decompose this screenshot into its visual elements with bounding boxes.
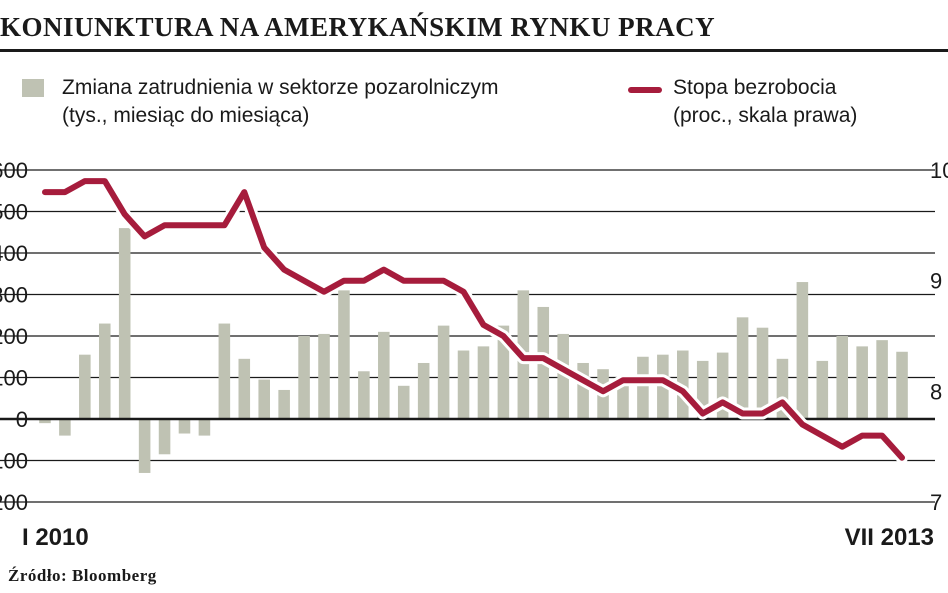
right-axis-ticks: 10 9 8 7: [930, 158, 948, 515]
bar: [218, 323, 231, 419]
legend-line-label: Stopa bezrobocia (proc., skala prawa): [673, 74, 857, 130]
legend-bars-label: Zmiana zatrudnienia w sektorze pozarolni…: [62, 74, 499, 130]
left-tick-label: 500: [0, 200, 28, 225]
bar: [397, 385, 410, 419]
bar: [776, 358, 789, 419]
bar: [497, 325, 510, 419]
legend-line-line1: Stopa bezrobocia: [673, 76, 837, 99]
bar: [637, 356, 649, 419]
left-tick-label: -100: [0, 449, 28, 474]
bar: [577, 362, 589, 419]
bar: [378, 331, 390, 419]
bar: [716, 352, 729, 419]
bar: [178, 419, 191, 434]
bar: [198, 419, 211, 436]
bar: [39, 419, 51, 424]
bar: [796, 282, 809, 419]
bar: [318, 333, 330, 419]
left-tick-label: 200: [0, 324, 28, 349]
bar: [358, 371, 370, 419]
bar: [158, 419, 171, 455]
left-tick-label: 100: [0, 366, 28, 391]
bar: [896, 351, 908, 419]
bar: [477, 346, 490, 419]
chart-plot: -200 -100 0 100 200 300 400 500 600 10 9 8 7: [0, 158, 948, 515]
bar: [816, 360, 829, 419]
legend-bars-line2: (tys., miesiąc do miesiąca): [62, 104, 310, 127]
unemployment-line: [42, 178, 905, 461]
bar: [876, 340, 888, 419]
bar: [417, 362, 430, 419]
bar: [238, 358, 251, 419]
left-tick-label: 600: [0, 158, 28, 183]
bar: [59, 419, 71, 436]
legend-line-swatch: [628, 87, 662, 93]
bar: [756, 327, 769, 419]
bar: [696, 360, 709, 419]
bar: [278, 389, 290, 419]
line-series: [39, 175, 908, 464]
left-tick-label: -200: [0, 490, 28, 515]
bar: [856, 346, 868, 419]
x-axis-end-label: VII 2013: [844, 524, 934, 551]
x-axis-start-label: I 2010: [22, 524, 89, 551]
bar: [457, 350, 470, 419]
left-tick-label: 300: [0, 283, 28, 308]
legend-line-line2: (proc., skala prawa): [673, 104, 858, 127]
bar: [298, 336, 310, 419]
bar: [836, 336, 849, 419]
left-tick-label: 400: [0, 241, 28, 266]
legend-bars-swatch: [22, 79, 44, 97]
bar-series: [39, 228, 908, 473]
left-tick-label: 0: [16, 407, 28, 432]
bar: [118, 228, 131, 419]
left-axis-ticks: -200 -100 0 100 200 300 400 500 600: [0, 158, 28, 515]
bar: [437, 325, 450, 419]
bar: [258, 379, 270, 419]
chart-title: KONIUNKTURA NA AMERYKAŃSKIM RYNKU PRACY: [0, 12, 716, 42]
bar: [557, 333, 569, 419]
right-tick-label: 7: [930, 490, 942, 515]
right-tick-label: 10: [930, 158, 948, 183]
bar: [736, 317, 749, 419]
bar: [138, 419, 151, 473]
right-tick-label: 9: [930, 269, 942, 294]
bar: [79, 354, 91, 419]
right-tick-label: 8: [930, 379, 942, 404]
bar: [338, 290, 350, 419]
source-note: Źródło: Bloomberg: [8, 566, 157, 585]
bar: [98, 323, 111, 419]
legend-bars-line1: Zmiana zatrudnienia w sektorze pozarolni…: [62, 76, 499, 99]
bar: [617, 381, 629, 419]
title-rule: [0, 49, 948, 52]
